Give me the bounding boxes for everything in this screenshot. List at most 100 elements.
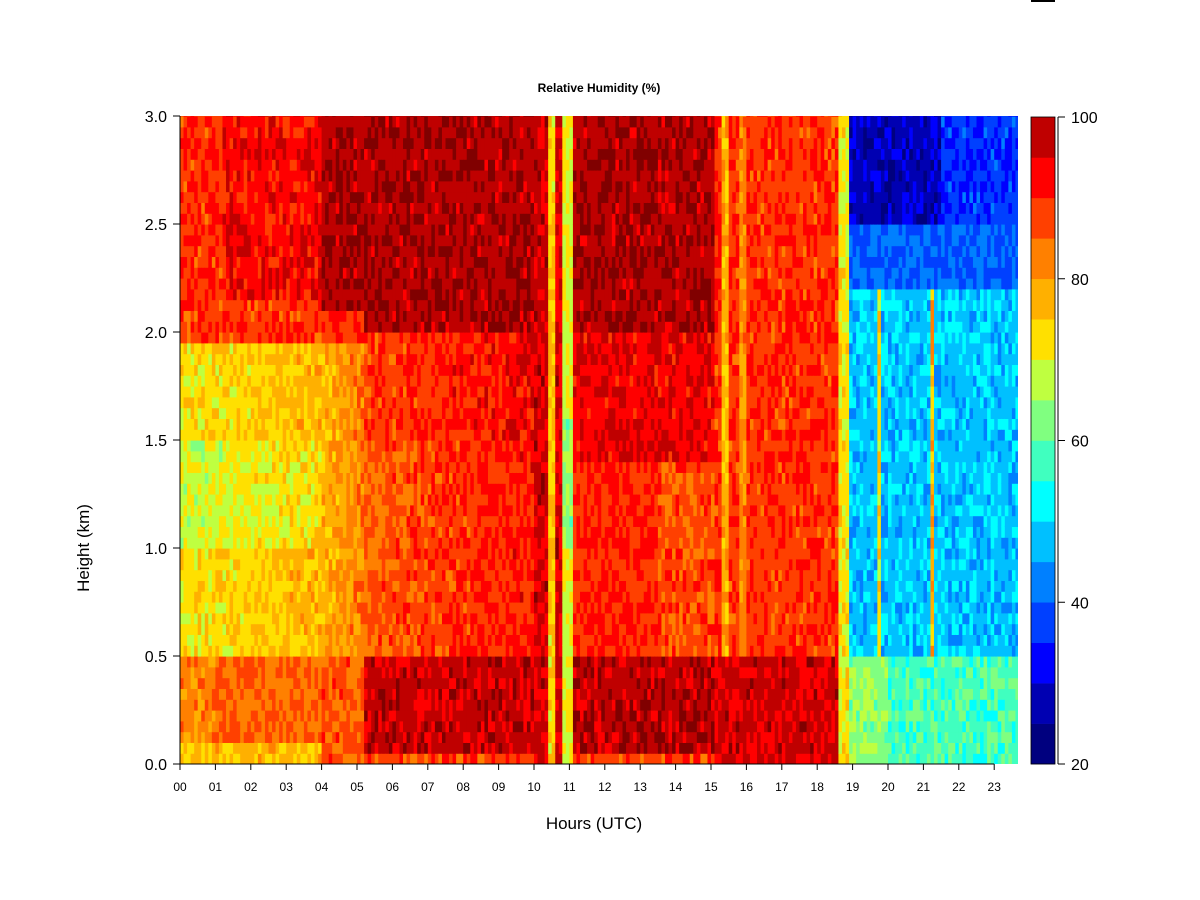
heatmap-cell xyxy=(257,656,263,668)
heatmap-cell xyxy=(240,386,245,398)
heatmap-cell xyxy=(279,656,284,668)
heatmap-cell xyxy=(222,429,227,441)
heatmap-cell xyxy=(424,623,429,635)
heatmap-cell xyxy=(211,742,216,754)
heatmap-cell xyxy=(441,602,447,614)
heatmap-cell xyxy=(314,234,319,247)
heatmap-cell xyxy=(180,310,185,322)
heatmap-cell xyxy=(268,731,273,743)
heatmap-cell xyxy=(318,396,323,409)
heatmap-cell xyxy=(427,116,432,117)
heatmap-cell xyxy=(180,699,185,711)
heatmap-cell xyxy=(403,234,408,247)
heatmap-cell xyxy=(233,656,238,668)
heatmap-cell xyxy=(282,623,287,635)
heatmap-cell xyxy=(353,364,358,376)
heatmap-cell xyxy=(268,677,273,689)
heatmap-cell xyxy=(385,461,390,473)
heatmap-cell xyxy=(438,321,443,333)
heatmap-cell xyxy=(431,116,436,117)
heatmap-cell xyxy=(229,656,234,668)
heatmap-cell xyxy=(279,569,284,581)
heatmap-cell xyxy=(289,180,294,193)
heatmap-cell xyxy=(445,310,450,322)
heatmap-cell xyxy=(406,137,411,149)
heatmap-cell xyxy=(247,569,252,581)
heatmap-cell xyxy=(399,569,404,581)
heatmap-cell xyxy=(289,580,294,592)
heatmap-cell xyxy=(286,342,291,355)
heatmap-cell xyxy=(194,126,199,139)
heatmap-cell xyxy=(272,353,277,365)
heatmap-cell xyxy=(197,623,202,635)
heatmap-cell xyxy=(410,526,415,538)
heatmap-cell xyxy=(307,612,312,625)
heatmap-cell xyxy=(183,720,188,733)
heatmap-cell xyxy=(272,742,277,754)
heatmap-cell xyxy=(303,591,309,603)
heatmap-cell xyxy=(434,450,440,463)
heatmap-cell xyxy=(310,753,316,764)
heatmap-cell xyxy=(342,202,347,214)
heatmap-cell xyxy=(431,267,436,279)
heatmap-cell xyxy=(236,515,241,527)
heatmap-cell xyxy=(218,332,224,344)
heatmap-cell xyxy=(261,450,266,463)
heatmap-cell xyxy=(247,580,252,592)
heatmap-cell xyxy=(243,688,248,700)
heatmap-cell xyxy=(403,558,408,571)
heatmap-cell xyxy=(357,494,362,506)
heatmap-cell xyxy=(388,602,393,614)
heatmap-cell xyxy=(250,288,255,301)
heatmap-cell xyxy=(385,656,390,668)
heatmap-cell xyxy=(452,224,457,236)
heatmap-cell xyxy=(378,526,383,538)
heatmap-cell xyxy=(268,202,273,214)
heatmap-cell xyxy=(303,321,309,333)
heatmap-cell xyxy=(318,429,323,441)
heatmap-cell xyxy=(346,116,351,128)
heatmap-cell xyxy=(282,310,287,322)
heatmap-cell xyxy=(332,504,337,517)
heatmap-cell xyxy=(201,137,206,149)
heatmap-cell xyxy=(395,483,401,495)
heatmap-cell xyxy=(364,256,369,268)
heatmap-cell xyxy=(240,396,245,409)
heatmap-cell xyxy=(441,688,447,700)
heatmap-cell xyxy=(332,591,337,603)
heatmap-cell xyxy=(449,472,454,484)
heatmap-cell xyxy=(226,375,231,387)
heatmap-cell xyxy=(449,256,454,268)
heatmap-cell xyxy=(268,580,273,592)
heatmap-cell xyxy=(463,213,468,225)
heatmap-cell xyxy=(328,623,333,635)
heatmap-cell xyxy=(353,386,358,398)
heatmap-cell xyxy=(353,396,358,409)
heatmap-cell xyxy=(431,677,436,689)
heatmap-cell xyxy=(392,191,397,203)
heatmap-cell xyxy=(194,677,199,689)
heatmap-cell xyxy=(296,612,301,625)
heatmap-cell xyxy=(364,753,369,764)
heatmap-cell xyxy=(226,353,231,365)
heatmap-cell xyxy=(459,202,464,214)
heatmap-cell xyxy=(226,634,231,646)
heatmap-cell xyxy=(254,332,259,344)
heatmap-cell xyxy=(328,558,333,571)
heatmap-cell xyxy=(289,332,294,344)
heatmap-cell xyxy=(264,148,270,160)
heatmap-cell xyxy=(438,191,443,203)
heatmap-cell xyxy=(233,591,238,603)
heatmap-cell xyxy=(410,407,415,419)
heatmap-cell xyxy=(226,472,231,484)
heatmap-cell xyxy=(204,375,209,387)
heatmap-cell xyxy=(240,537,245,549)
heatmap-cell xyxy=(374,645,379,657)
heatmap-cell xyxy=(318,634,323,646)
heatmap-cell xyxy=(240,483,245,495)
heatmap-cell xyxy=(325,753,330,764)
heatmap-cell xyxy=(360,245,365,257)
heatmap-cell xyxy=(208,634,213,646)
heatmap-cell xyxy=(303,137,309,149)
heatmap-cell xyxy=(456,537,461,549)
